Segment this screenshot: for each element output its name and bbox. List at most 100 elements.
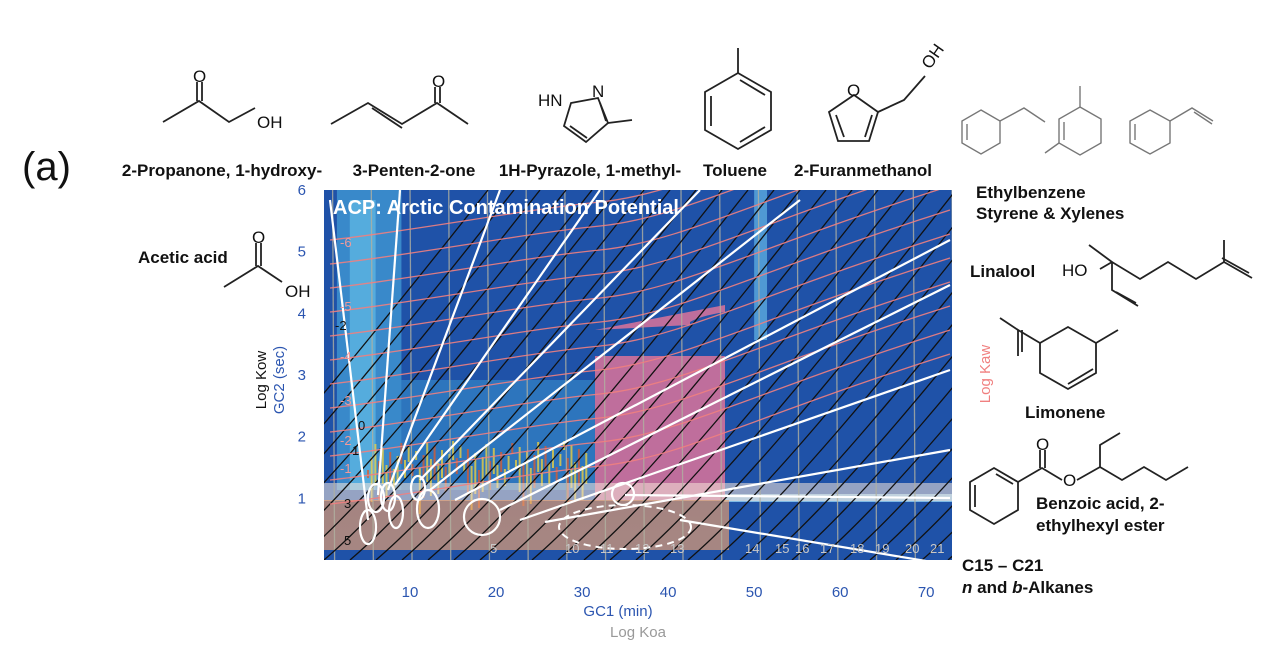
compound-label-toluene: Toluene — [703, 161, 767, 180]
kaw-contour — [329, 190, 868, 313]
atom-o-acetic: O — [252, 228, 265, 247]
koa-label: 13 — [670, 541, 684, 556]
heat-peak — [374, 444, 377, 486]
kaw-label: -1 — [340, 461, 352, 476]
structure-benzoate — [969, 432, 1189, 526]
heat-peak — [385, 465, 388, 498]
kaw-contour — [329, 329, 951, 481]
atom-n-pyrazole: N — [592, 82, 604, 101]
koa-gridline — [486, 190, 491, 560]
kaw-contour — [329, 257, 951, 409]
atom-oh-acetol: OH — [257, 113, 283, 132]
kow-contour — [453, 190, 775, 560]
y-tick-label: 2 — [298, 429, 306, 446]
heat-peak — [555, 467, 558, 482]
heat-peak — [577, 449, 580, 486]
kow-contour — [739, 324, 952, 560]
heat-peak — [411, 464, 414, 476]
compound-label-pyrazole: 1H-Pyrazole, 1-methyl- — [499, 161, 681, 180]
kow-label: 5 — [344, 533, 351, 548]
y-axis-label-2: Log Kow — [253, 351, 270, 410]
koa-gridline — [448, 190, 452, 560]
atom-o-benzoate-1: O — [1036, 435, 1049, 454]
structure-linalool — [1088, 240, 1253, 307]
compound-label-acetol: 2-Propanone, 1-hydroxy- — [122, 161, 322, 180]
heat-peak — [407, 447, 410, 462]
heat-peak — [429, 459, 432, 496]
y-tick-label: 1 — [298, 490, 306, 507]
heat-peak — [511, 443, 514, 454]
compound-ellipse — [387, 494, 405, 530]
kow-contour — [869, 477, 952, 560]
y-axis-ticks: 1 2 3 4 5 6 — [298, 182, 306, 507]
heat-peak — [448, 454, 451, 476]
kow-contour — [661, 226, 952, 560]
heat-peak — [492, 448, 495, 474]
compound-label-limonene: Limonene — [1025, 403, 1105, 422]
leader-line — [454, 239, 951, 501]
koa-gridline — [409, 190, 413, 560]
leader-line — [386, 190, 502, 491]
kow-contour — [479, 190, 801, 560]
atom-oh-furan: OH — [918, 41, 948, 73]
kow-contour — [349, 190, 671, 560]
leader-line — [419, 190, 701, 481]
kow-contour — [324, 190, 645, 560]
kaw-label: -4 — [340, 349, 352, 364]
leader-line — [394, 190, 601, 486]
koa-label: 16 — [795, 541, 809, 556]
x-tick-label: 20 — [488, 584, 505, 601]
atom-o-furan: O — [847, 81, 860, 100]
acp-region — [595, 305, 725, 500]
koa-label: 18 — [850, 541, 864, 556]
structure-acetol — [162, 82, 256, 124]
compound-label-pentenone: 3-Penten-2-one — [353, 161, 476, 180]
y-tick-label: 5 — [298, 244, 306, 261]
kaw-contour — [329, 190, 800, 289]
x-tick-label: 40 — [660, 584, 677, 601]
koa-label: 10 — [565, 541, 579, 556]
heat-peak — [444, 467, 447, 492]
heat-peak — [433, 446, 436, 480]
low-band — [324, 500, 729, 550]
heat-peak — [566, 458, 569, 504]
heat-peak — [392, 469, 395, 496]
kow-label: 0 — [358, 418, 365, 433]
kow-contour — [765, 355, 952, 560]
heat-peak — [437, 463, 440, 494]
compound-label-alkanes-1: C15 – C21 — [962, 556, 1043, 575]
compound-ellipse — [366, 482, 386, 514]
heat-peak — [533, 455, 536, 488]
leader-line — [679, 518, 927, 560]
x-tick-label: 10 — [402, 584, 419, 601]
koa-label: 21 — [930, 541, 944, 556]
x-axis-label-2: Log Koa — [610, 624, 667, 641]
heat-peak — [459, 445, 462, 458]
y-tick-label: 3 — [298, 367, 306, 384]
kow-contour — [324, 190, 489, 395]
kaw-contours — [329, 190, 951, 505]
x-axis-ticks: 10 20 30 40 50 60 70 — [402, 584, 935, 601]
kaw-label: -3 — [340, 393, 352, 408]
kow-contour — [557, 190, 879, 560]
heat-peak — [570, 445, 573, 488]
kow-contour — [635, 194, 952, 560]
kow-contour — [401, 190, 723, 560]
koa-label: 11 — [600, 541, 614, 556]
compound-ellipse — [415, 488, 441, 530]
kow-contour — [324, 190, 593, 512]
kow-contour — [324, 190, 567, 484]
kaw-contour — [329, 190, 940, 337]
compound-label-benzoate-2: ethylhexyl ester — [1036, 516, 1165, 535]
kow-contour — [687, 259, 952, 560]
x-tick-label: 50 — [746, 584, 763, 601]
kaw-contour — [329, 190, 663, 241]
heat-peak — [585, 453, 588, 484]
atom-o-benzoate-2: O — [1063, 471, 1076, 490]
kow-contour — [324, 190, 515, 425]
compound-leader-lines — [328, 190, 951, 560]
kaw-contour — [329, 281, 951, 433]
koa-gridline — [564, 190, 568, 560]
